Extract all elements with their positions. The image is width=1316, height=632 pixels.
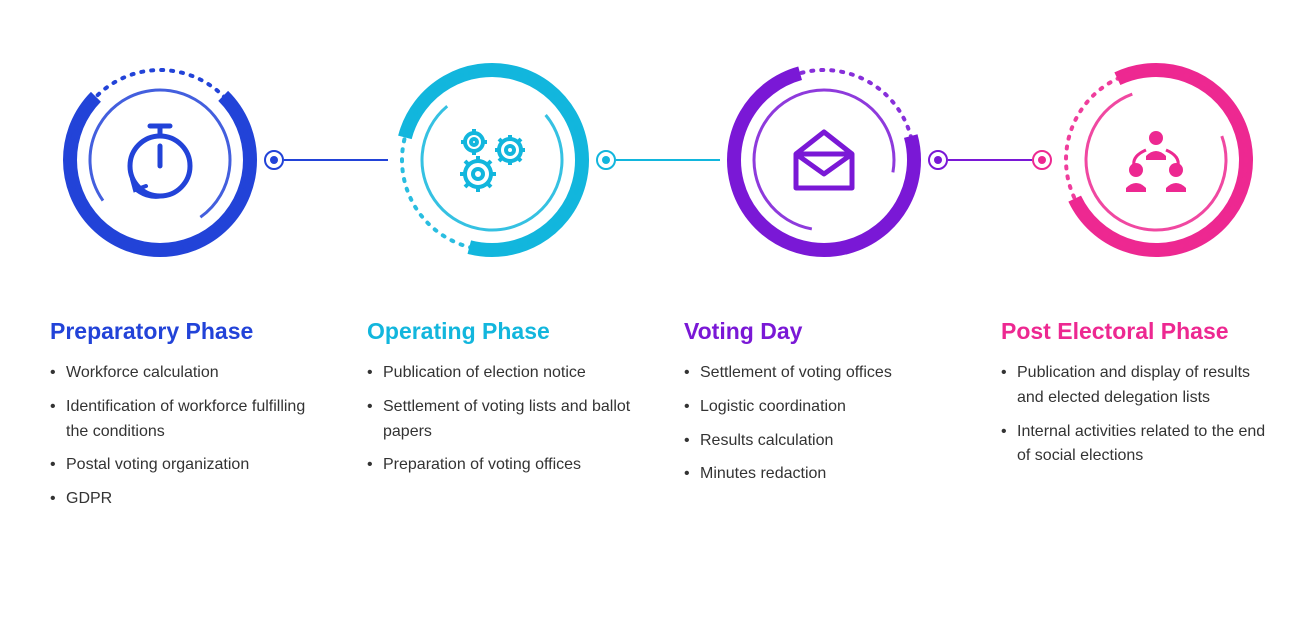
envelope-open-icon xyxy=(796,132,852,188)
stopwatch-icon xyxy=(130,126,190,196)
phase-circles-row xyxy=(50,50,1266,270)
phase-item: Minutes redaction xyxy=(684,462,949,487)
phase-items: Publication of election notice Settlemen… xyxy=(367,361,632,478)
phase-items: Settlement of voting offices Logistic co… xyxy=(684,361,949,487)
phase-item: Identification of workforce fulfilling t… xyxy=(50,395,315,445)
connector-2 xyxy=(596,159,720,161)
phase-item: Results calculation xyxy=(684,429,949,454)
phase-post: Post Electoral Phase Publication and dis… xyxy=(1001,318,1266,521)
phase-item: Publication and display of results and e… xyxy=(1001,361,1266,411)
phase-item: Settlement of voting lists and ballot pa… xyxy=(367,395,632,445)
phase-item: Postal voting organization xyxy=(50,453,315,478)
phase-text-row: Preparatory Phase Workforce calculation … xyxy=(50,318,1266,521)
phase-circle-voting xyxy=(714,50,934,270)
phase-item: Preparation of voting offices xyxy=(367,453,632,478)
phase-item: GDPR xyxy=(50,487,315,512)
gears-icon xyxy=(460,129,525,192)
phase-items: Publication and display of results and e… xyxy=(1001,361,1266,469)
phase-item: Internal activities related to the end o… xyxy=(1001,420,1266,470)
phase-circle-post xyxy=(1046,50,1266,270)
phase-title: Post Electoral Phase xyxy=(1001,318,1266,345)
people-network-icon xyxy=(1126,131,1186,192)
phase-title: Operating Phase xyxy=(367,318,632,345)
phase-title: Preparatory Phase xyxy=(50,318,315,345)
connector-3 xyxy=(928,159,1052,161)
phase-circle-preparatory xyxy=(50,50,270,270)
phase-operating: Operating Phase Publication of election … xyxy=(367,318,632,521)
phase-preparatory: Preparatory Phase Workforce calculation … xyxy=(50,318,315,521)
phase-voting: Voting Day Settlement of voting offices … xyxy=(684,318,949,521)
phase-title: Voting Day xyxy=(684,318,949,345)
phase-item: Publication of election notice xyxy=(367,361,632,386)
connector-1 xyxy=(264,159,388,161)
phase-item: Workforce calculation xyxy=(50,361,315,386)
phase-item: Settlement of voting offices xyxy=(684,361,949,386)
phase-items: Workforce calculation Identification of … xyxy=(50,361,315,512)
phase-item: Logistic coordination xyxy=(684,395,949,420)
phase-circle-operating xyxy=(382,50,602,270)
